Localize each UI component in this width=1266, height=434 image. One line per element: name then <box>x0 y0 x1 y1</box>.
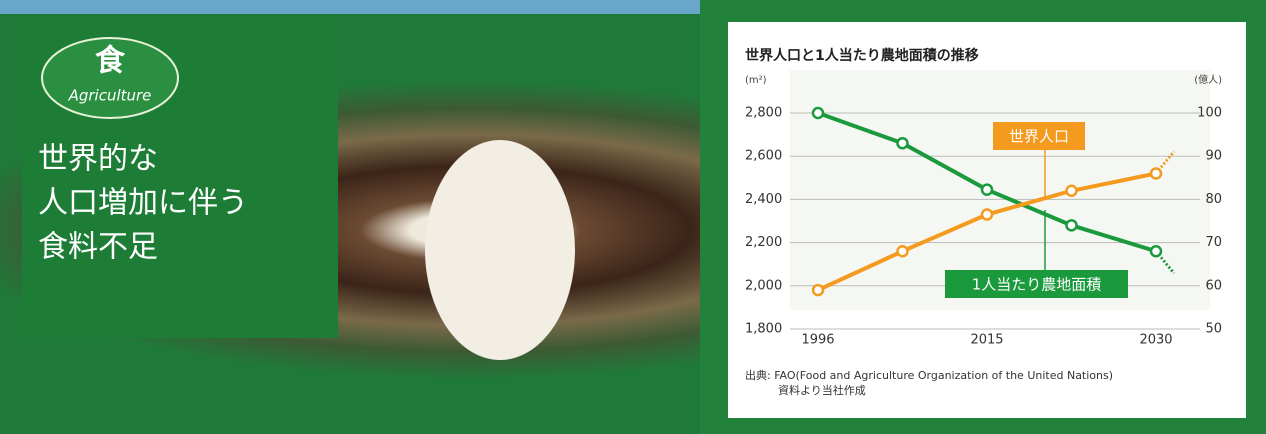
headline: 人口増加に伴う <box>38 186 248 221</box>
y-tick-label: 1,800 <box>745 322 782 337</box>
y2-tick-label: 50 <box>1205 322 1222 337</box>
y-tick-label: 2,200 <box>745 235 782 250</box>
x-tick-label: 1996 <box>801 333 834 348</box>
headline: 食料不足 <box>38 230 158 265</box>
point <box>982 185 992 195</box>
point <box>1067 220 1077 230</box>
y2-unit: (億人) <box>1194 73 1222 86</box>
point <box>898 246 908 256</box>
legend-label: 1人当たり農地面積 <box>972 276 1102 294</box>
source: 資料より当社作成 <box>778 383 866 397</box>
y2-tick-label: 70 <box>1205 235 1222 250</box>
badge-kanji: 食 <box>95 44 126 79</box>
y2-tick-label: 80 <box>1205 192 1222 207</box>
y2-tick-label: 90 <box>1205 149 1222 164</box>
source: 出典: FAO(Food and Agriculture Organizatio… <box>745 368 1113 382</box>
y-unit: (m²) <box>745 75 767 86</box>
point <box>813 285 823 295</box>
y2-tick-label: 100 <box>1197 106 1222 121</box>
headline: 世界的な <box>38 142 158 177</box>
banner: 食 Agriculture 世界的な 人口増加に伴う 食料不足 世界人口と1人当… <box>0 0 1266 434</box>
point <box>1151 168 1161 178</box>
point <box>1151 246 1161 256</box>
chart-title: 世界人口と1人当たり農地面積の推移 <box>745 47 979 64</box>
x-tick-label: 2015 <box>970 333 1003 348</box>
point <box>982 210 992 220</box>
y-tick-label: 2,000 <box>745 278 782 293</box>
y-tick-label: 2,600 <box>745 149 782 164</box>
y-tick-label: 2,800 <box>745 106 782 121</box>
point <box>813 108 823 118</box>
point <box>1067 186 1077 196</box>
x-tick-label: 2030 <box>1139 333 1172 348</box>
y-tick-label: 2,400 <box>745 192 782 207</box>
legend-label: 世界人口 <box>1009 128 1069 146</box>
point <box>898 138 908 148</box>
badge-text: Agriculture <box>68 87 152 105</box>
scene: 食 Agriculture 世界的な 人口増加に伴う 食料不足 世界人口と1人当… <box>0 0 1266 434</box>
rice <box>425 140 575 360</box>
y2-tick-label: 60 <box>1205 278 1222 293</box>
